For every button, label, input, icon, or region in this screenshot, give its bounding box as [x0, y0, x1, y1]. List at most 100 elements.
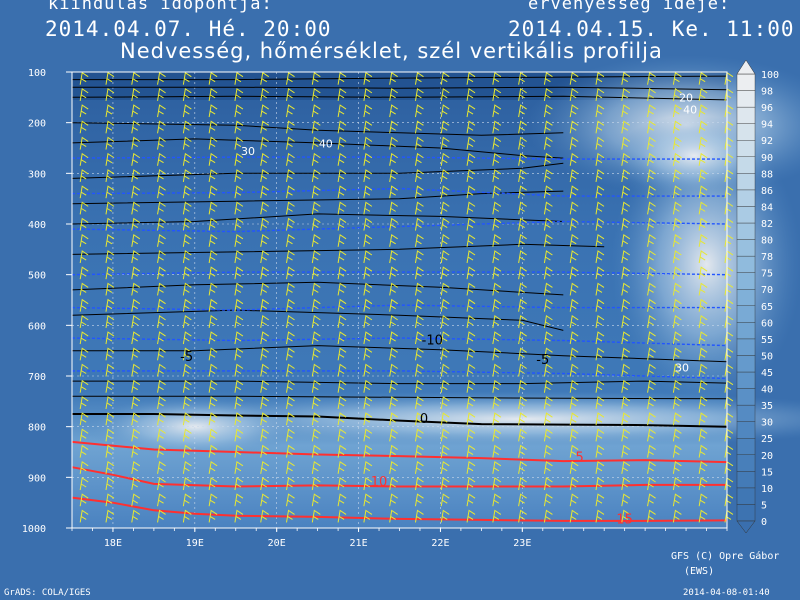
wind-barb	[105, 477, 115, 491]
wind-barb	[337, 509, 347, 523]
wind-barb	[311, 298, 321, 312]
wind-barb	[621, 298, 631, 312]
wind-barb	[672, 217, 682, 231]
wind-barb	[311, 477, 321, 491]
valid-time-value: 2014.04.15. Ke. 11:00	[508, 17, 795, 41]
wind-barb	[466, 379, 476, 393]
wind-barb	[182, 347, 192, 361]
wind-barb	[131, 282, 141, 296]
wind-barb	[311, 217, 321, 231]
wind-barb	[208, 347, 218, 361]
wind-barb	[492, 509, 502, 523]
wind-barb	[337, 250, 347, 264]
wind-barb	[234, 250, 244, 264]
wind-barb	[647, 477, 656, 491]
wind-barb	[182, 169, 192, 183]
wind-barb	[182, 282, 192, 296]
wind-barb	[363, 266, 373, 280]
wind-barb	[363, 412, 373, 426]
wind-barb	[79, 460, 89, 474]
wind-barb	[79, 233, 89, 247]
colorbar-swatch	[736, 322, 756, 340]
wind-barb	[337, 477, 347, 491]
wind-barb	[260, 509, 269, 523]
wind-barb	[105, 347, 115, 361]
wind-barb	[182, 233, 192, 247]
wind-barb	[440, 233, 450, 247]
wind-barb	[414, 331, 424, 345]
wind-barb	[389, 136, 398, 150]
wind-barb	[414, 412, 424, 426]
wind-barb	[363, 493, 373, 507]
colorbar-swatch	[736, 106, 756, 124]
wind-barb	[157, 331, 166, 345]
wind-barb	[698, 88, 708, 101]
wind-barb	[260, 298, 269, 312]
wind-barb	[466, 217, 476, 231]
wind-barb	[234, 493, 244, 507]
colorbar-tick-label: 94	[761, 120, 773, 131]
wind-barb	[286, 477, 295, 491]
wind-barb	[260, 217, 269, 231]
humidity-contour	[72, 345, 728, 363]
wind-barb	[440, 412, 450, 426]
valid-time-label: érvényesség ideje:	[528, 0, 731, 14]
wind-barb	[647, 509, 656, 523]
wind-barb	[698, 347, 708, 361]
colorbar-swatch	[736, 421, 756, 439]
wind-barb	[337, 460, 347, 474]
wind-barb	[337, 379, 347, 393]
humidity-contour	[71, 162, 564, 179]
wind-barb	[311, 185, 321, 199]
wind-barb	[595, 509, 605, 523]
wind-barb	[311, 428, 321, 442]
wind-barb	[492, 152, 502, 166]
wind-barb	[182, 136, 192, 150]
wind-barb	[260, 460, 269, 474]
wind-barb	[414, 509, 424, 523]
wind-barb	[595, 88, 605, 101]
wind-barb	[414, 152, 424, 166]
wind-barb	[208, 71, 218, 85]
wind-barb	[518, 347, 527, 361]
moist-patch	[84, 396, 305, 457]
wind-barb	[621, 152, 631, 166]
wind-barb	[363, 509, 373, 523]
wind-barb	[440, 331, 450, 345]
wind-barb	[414, 363, 424, 377]
wind-barb	[337, 298, 347, 312]
wind-barb	[311, 315, 321, 328]
wind-barb	[621, 315, 631, 328]
wind-barb	[518, 169, 527, 183]
wind-barb	[105, 396, 115, 410]
colorbar-swatch	[736, 305, 756, 323]
wind-barb	[595, 347, 605, 361]
wind-barb	[672, 460, 682, 474]
colorbar-tick-label: 50	[761, 351, 773, 362]
wind-barb	[286, 282, 295, 296]
wind-barb	[234, 331, 244, 345]
wind-barb	[208, 460, 218, 474]
wind-barb	[208, 152, 218, 166]
wind-barb	[440, 282, 450, 296]
wind-barb	[569, 152, 579, 166]
wind-barb	[311, 136, 321, 150]
wind-barb	[363, 315, 373, 328]
wind-barb	[260, 477, 269, 491]
wind-barb	[440, 266, 450, 280]
wind-barb	[569, 493, 579, 507]
wind-barb	[440, 379, 450, 393]
wind-barb	[518, 509, 527, 523]
wind-barb	[492, 266, 502, 280]
wind-barb	[234, 428, 244, 442]
wind-barb	[389, 509, 398, 523]
colorbar-swatch	[736, 471, 756, 489]
wind-barb	[492, 217, 502, 231]
wind-barb	[105, 233, 115, 247]
wind-barb	[595, 104, 605, 118]
x-tick-label: 23E	[513, 538, 531, 549]
credit-source: (EWS)	[684, 566, 715, 577]
humidity-label: 20	[679, 91, 693, 104]
wind-barb	[440, 120, 450, 134]
